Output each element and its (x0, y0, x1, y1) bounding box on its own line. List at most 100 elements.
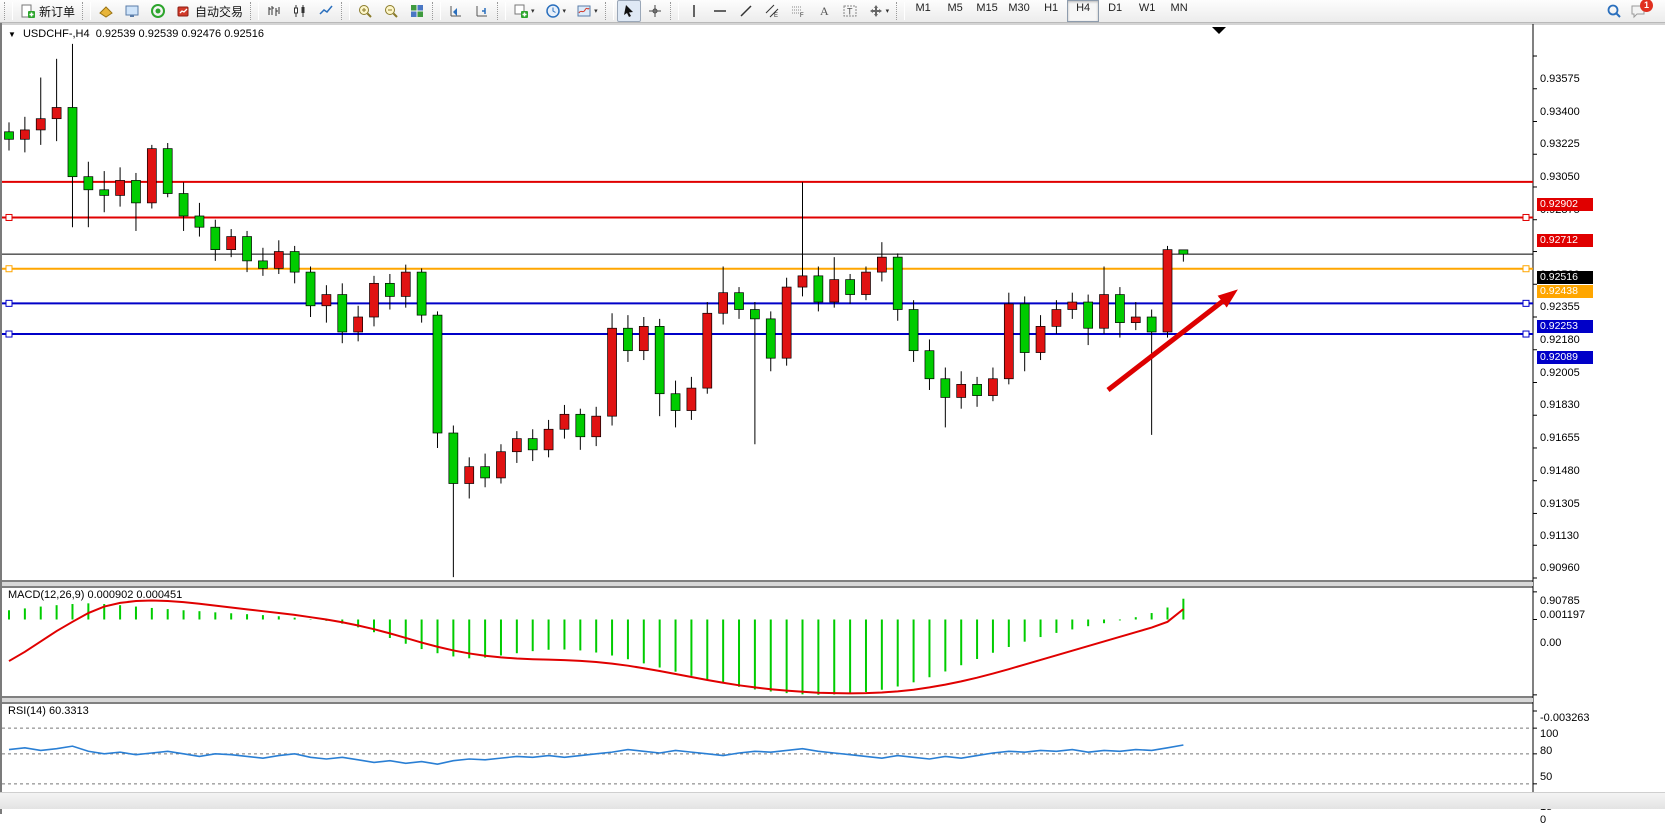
pane-splitter[interactable] (2, 582, 1533, 586)
chart-shift-button[interactable] (470, 0, 494, 22)
vertical-line-button[interactable] (682, 0, 706, 22)
toolbar-separator (82, 2, 92, 20)
line-handle[interactable] (1522, 330, 1530, 338)
price-tick-label: 0.91830 (1540, 399, 1580, 412)
line-handle[interactable] (1522, 213, 1530, 221)
new-order-button[interactable]: 新订单 (16, 0, 79, 22)
toolbar-separator (4, 2, 13, 20)
candle-body (765, 318, 776, 359)
candle-body (876, 256, 887, 273)
market-watch-button[interactable] (94, 0, 118, 22)
rsi-tick-label: 0 (1540, 813, 1547, 826)
bottom-scroll-strip[interactable] (0, 792, 1665, 809)
line-handle[interactable] (5, 299, 13, 307)
chevron-down-icon[interactable]: ▾ (885, 8, 890, 15)
equidistant-channel-button[interactable]: E (760, 0, 784, 22)
text-label-button[interactable]: T (838, 0, 862, 22)
line-handle[interactable] (5, 265, 13, 273)
pane-splitter[interactable] (2, 698, 1533, 702)
candle-body (829, 279, 840, 303)
candle-body (51, 107, 62, 120)
cursor-button[interactable] (616, 0, 641, 22)
auto-trading-button[interactable]: 自动交易 (172, 0, 247, 22)
notification-badge[interactable]: 1 (1640, 0, 1653, 12)
candle-body (146, 148, 157, 204)
fibonacci-button[interactable]: F (786, 0, 810, 22)
toolbar-separator (604, 2, 614, 20)
timeframe-m5-button[interactable]: M5 (947, 2, 963, 14)
rsi-line (8, 744, 1184, 765)
tile-windows-button[interactable] (405, 0, 429, 22)
line-handle[interactable] (5, 213, 13, 221)
templates-button[interactable]: ▾ (572, 0, 602, 22)
timeframe-d1-button[interactable]: D1 (1108, 2, 1123, 14)
candle-body (178, 193, 189, 217)
price-tick-label: 0.93050 (1540, 171, 1580, 184)
candle-body (1162, 249, 1173, 333)
timeframe-w1-button[interactable]: W1 (1138, 2, 1156, 14)
candle-body (20, 129, 30, 140)
candle-body (591, 415, 602, 438)
chevron-down-icon[interactable]: ▾ (594, 8, 598, 15)
search-icon[interactable] (1606, 3, 1622, 19)
candle-body (258, 260, 268, 269)
horizontal-line-button[interactable] (708, 0, 732, 22)
chevron-down-icon[interactable]: ▼ (8, 30, 16, 39)
candle-chart-icon (292, 3, 308, 19)
candle-body (670, 393, 681, 411)
candle-body (1146, 316, 1157, 333)
text-button[interactable]: A (812, 0, 836, 22)
vline-icon (686, 3, 702, 19)
price-level-badge: 0.92516 (1537, 270, 1593, 284)
hline-icon (712, 3, 728, 19)
candle-body (83, 176, 94, 191)
candle-body (226, 236, 237, 251)
candle-body (1099, 294, 1109, 329)
candle-body (242, 236, 252, 262)
price-tick-label: 0.92005 (1540, 366, 1580, 379)
candle-body (559, 413, 570, 430)
macd-tick-label: 0.001197 (1540, 608, 1586, 621)
candle-body (623, 327, 633, 352)
candle-body (988, 378, 998, 396)
bar-chart-button[interactable] (262, 0, 286, 22)
line-handle[interactable] (1522, 299, 1530, 307)
periods-button[interactable]: ▾ (541, 0, 571, 22)
chevron-down-icon[interactable]: ▾ (562, 8, 567, 15)
candle-body (607, 327, 617, 417)
price-level-badge: 0.92902 (1537, 198, 1593, 212)
timeframe-mn-button[interactable]: MN (1170, 2, 1188, 14)
crosshair-button[interactable] (643, 0, 667, 22)
rsi-tick-label: 100 (1540, 728, 1559, 740)
zoom-in-button[interactable] (353, 0, 377, 22)
timeframe-m30-button[interactable]: M30 (1008, 2, 1030, 14)
chart-canvas[interactable] (2, 23, 1665, 814)
candle-body (1051, 309, 1062, 327)
new-chart-button[interactable]: ▾ (509, 0, 539, 22)
arrows-button[interactable]: ▾ (864, 0, 894, 22)
candle-body (1115, 294, 1125, 323)
candle-body (892, 256, 903, 310)
timeframe-m15-button[interactable]: M15 (976, 2, 998, 14)
trendline-button[interactable] (734, 0, 758, 22)
chart-window[interactable]: ▼ USDCHF-,H4 0.92539 0.92539 0.92476 0.9… (0, 23, 1665, 826)
candle-body (813, 275, 824, 303)
data-window-button[interactable] (120, 0, 144, 22)
trend-arrow-annotation[interactable] (1106, 289, 1238, 392)
candle-body (718, 292, 729, 314)
timeframe-m1-button[interactable]: M1 (915, 2, 931, 14)
zoom-out-button[interactable] (379, 0, 403, 22)
chevron-down-icon[interactable]: ▾ (531, 8, 535, 15)
timeframe-h1-button[interactable]: H1 (1044, 2, 1059, 14)
line-handle[interactable] (1522, 265, 1530, 273)
line-chart-button[interactable] (314, 0, 338, 22)
macd-indicator-label: MACD(12,26,9) 0.000902 0.000451 (8, 589, 183, 601)
candle-chart-button[interactable] (288, 0, 312, 22)
line-handle[interactable] (5, 330, 13, 338)
timeframe-h4-button[interactable]: H4 (1067, 0, 1100, 22)
price-tick-label: 0.92355 (1540, 301, 1580, 314)
navigator-button[interactable] (146, 0, 170, 22)
candle-body (273, 251, 284, 269)
auto-scroll-button[interactable] (444, 0, 468, 22)
chart-shift-marker[interactable] (1212, 27, 1226, 34)
